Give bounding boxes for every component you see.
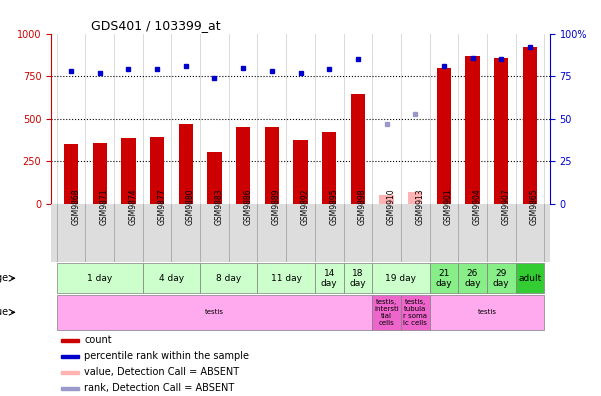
Bar xyxy=(372,263,430,293)
Bar xyxy=(401,295,430,330)
Bar xyxy=(458,263,487,293)
Bar xyxy=(178,124,193,204)
Text: GSM9883: GSM9883 xyxy=(215,188,224,225)
Text: 11 day: 11 day xyxy=(270,274,302,283)
Text: adult: adult xyxy=(518,274,542,283)
Bar xyxy=(57,263,143,293)
Bar xyxy=(430,295,544,330)
Text: testis: testis xyxy=(477,309,496,315)
Bar xyxy=(236,126,251,204)
Text: value, Detection Call = ABSENT: value, Detection Call = ABSENT xyxy=(84,367,239,377)
Text: 21
day: 21 day xyxy=(436,268,452,288)
Text: GSM9895: GSM9895 xyxy=(329,188,338,225)
Bar xyxy=(465,56,480,204)
Bar xyxy=(61,355,79,358)
Bar xyxy=(207,152,222,204)
Text: 4 day: 4 day xyxy=(159,274,184,283)
Bar xyxy=(121,137,136,204)
Text: GSM9904: GSM9904 xyxy=(472,188,481,225)
Text: GSM9892: GSM9892 xyxy=(300,188,310,225)
Text: 18
day: 18 day xyxy=(350,268,366,288)
Text: tissue: tissue xyxy=(0,307,8,317)
Text: GSM9901: GSM9901 xyxy=(444,188,453,225)
Bar xyxy=(61,339,79,342)
Text: testis,
intersti
tial
cells: testis, intersti tial cells xyxy=(374,299,399,326)
Bar xyxy=(57,295,372,330)
Bar xyxy=(430,263,458,293)
Bar xyxy=(322,131,337,204)
Bar xyxy=(293,140,308,204)
Text: GSM9889: GSM9889 xyxy=(272,188,281,225)
Text: rank, Detection Call = ABSENT: rank, Detection Call = ABSENT xyxy=(84,383,234,393)
Text: GSM9874: GSM9874 xyxy=(129,188,138,225)
Bar xyxy=(315,263,344,293)
Text: 29
day: 29 day xyxy=(493,268,510,288)
Text: age: age xyxy=(0,273,8,283)
Bar xyxy=(257,263,315,293)
Text: 19 day: 19 day xyxy=(385,274,416,283)
Bar xyxy=(200,263,257,293)
Text: GSM9907: GSM9907 xyxy=(501,188,510,225)
Bar xyxy=(516,263,544,293)
Bar xyxy=(93,143,107,204)
Bar xyxy=(487,263,516,293)
Bar xyxy=(437,68,451,204)
Text: 1 day: 1 day xyxy=(87,274,112,283)
Bar xyxy=(408,192,423,204)
Bar xyxy=(494,57,508,204)
Text: GSM9910: GSM9910 xyxy=(386,188,395,225)
Text: GSM9877: GSM9877 xyxy=(157,188,166,225)
Text: GSM9880: GSM9880 xyxy=(186,188,195,225)
Text: count: count xyxy=(84,335,112,345)
Bar xyxy=(61,371,79,374)
Bar xyxy=(64,145,78,204)
Text: GSM9913: GSM9913 xyxy=(415,188,424,225)
Text: GSM9898: GSM9898 xyxy=(358,188,367,225)
Bar xyxy=(372,295,401,330)
Bar xyxy=(150,137,164,204)
Bar xyxy=(61,387,79,390)
Text: testis,
tubula
r soma
ic cells: testis, tubula r soma ic cells xyxy=(403,299,427,326)
Text: GSM9865: GSM9865 xyxy=(530,188,539,225)
Bar xyxy=(379,195,394,204)
Bar xyxy=(143,263,200,293)
Bar xyxy=(344,263,372,293)
Text: percentile rank within the sample: percentile rank within the sample xyxy=(84,351,249,361)
Text: GSM9868: GSM9868 xyxy=(71,188,80,225)
Text: testis: testis xyxy=(205,309,224,315)
Text: 26
day: 26 day xyxy=(464,268,481,288)
Text: 14
day: 14 day xyxy=(321,268,338,288)
Text: 8 day: 8 day xyxy=(216,274,242,283)
Text: GDS401 / 103399_at: GDS401 / 103399_at xyxy=(91,19,221,32)
Bar xyxy=(264,128,279,204)
Text: GSM9871: GSM9871 xyxy=(100,188,109,225)
Text: GSM9886: GSM9886 xyxy=(243,188,252,225)
Bar xyxy=(523,47,537,204)
Bar xyxy=(350,94,365,204)
